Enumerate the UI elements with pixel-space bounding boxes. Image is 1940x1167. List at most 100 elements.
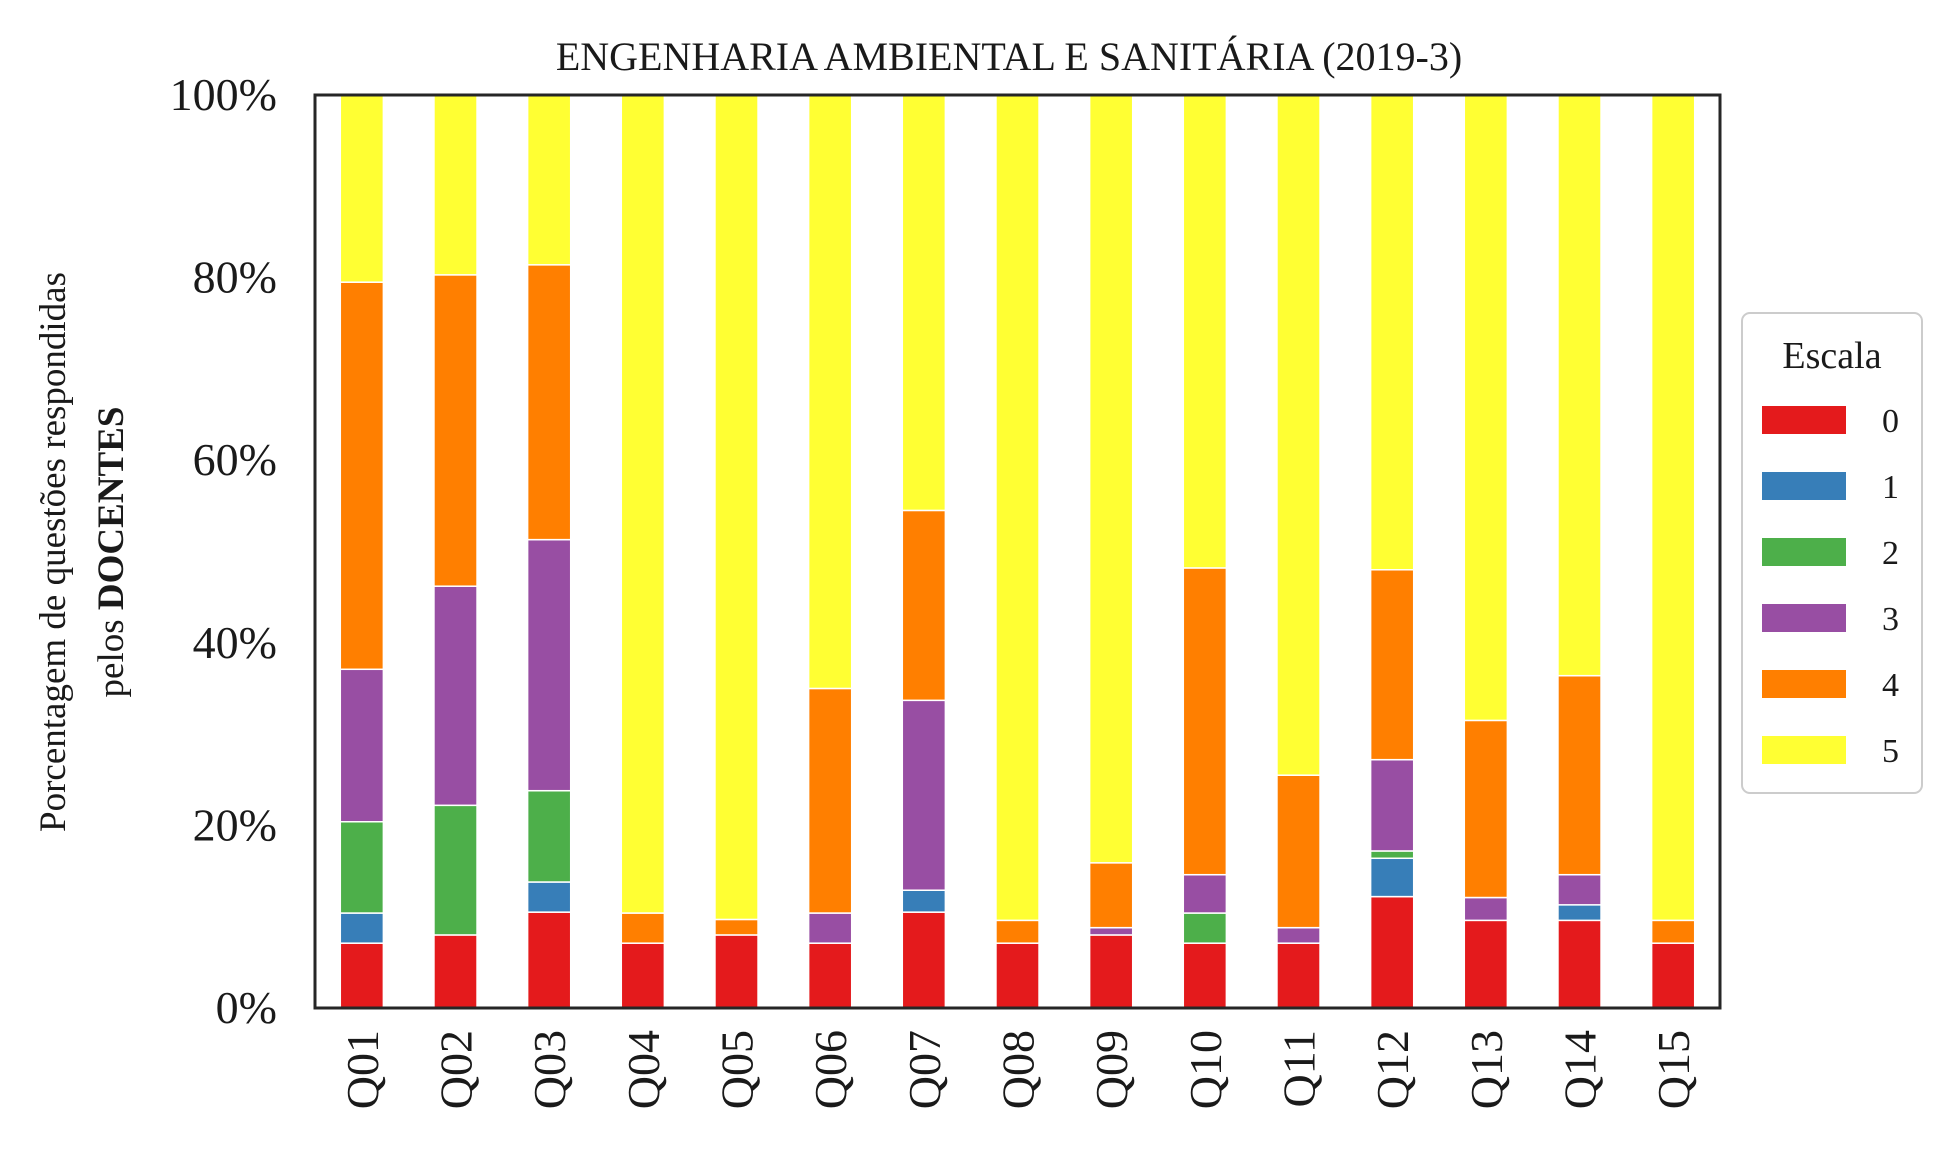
- bar-Q10-scale-2: [1182, 912, 1228, 944]
- y-axis-label-bold: DOCENTES: [91, 407, 132, 611]
- bar-Q07-scale-4: [901, 509, 947, 702]
- bar-Q10-scale-5: [1182, 94, 1228, 569]
- legend-swatch-0: [1762, 406, 1846, 434]
- y-axis-label-line1: Porcentagem de questões respondidas: [33, 272, 74, 832]
- legend-swatch-4: [1762, 670, 1846, 698]
- legend-label-2: 2: [1882, 535, 1899, 572]
- bar-Q13-scale-0: [1463, 919, 1509, 1009]
- y-axis-label-line2: pelos DOCENTES: [91, 407, 132, 698]
- bar-Q12-scale-4: [1369, 569, 1415, 761]
- y-tick-label: 40%: [193, 617, 277, 668]
- y-tick-label: 60%: [193, 434, 277, 485]
- plot-frame: [313, 93, 1722, 1010]
- bar-Q09-scale-3: [1088, 926, 1134, 936]
- bar-Q05-scale-5: [714, 94, 759, 921]
- x-tick-label: Q12: [1367, 1030, 1418, 1109]
- bar-Q10-scale-3: [1182, 873, 1228, 914]
- bar-Q06-scale-5: [807, 94, 853, 690]
- bar-Q12-scale-2: [1369, 850, 1415, 860]
- y-tick-label: 100%: [170, 69, 277, 120]
- bar-Q13-scale-3: [1463, 896, 1509, 922]
- bar-Q06-scale-3: [807, 912, 853, 944]
- bar-Q04-scale-5: [620, 94, 666, 914]
- bar-Q11-scale-4: [1276, 774, 1321, 929]
- x-tick-label: Q05: [712, 1030, 763, 1109]
- legend-swatch-3: [1762, 604, 1846, 632]
- legend-label-5: 5: [1882, 733, 1899, 770]
- x-tick-label: Q07: [899, 1030, 950, 1109]
- x-tick-label: Q15: [1648, 1030, 1699, 1109]
- legend: Escala 0 1 2 3 4 5: [1741, 312, 1923, 794]
- x-tick-label: Q10: [1180, 1030, 1231, 1109]
- legend-swatch-1: [1762, 472, 1846, 500]
- bar-Q07-scale-0: [901, 911, 947, 1009]
- bar-Q09-scale-5: [1088, 94, 1134, 864]
- bar-Q03-scale-3: [526, 538, 572, 792]
- bar-Q12-scale-1: [1369, 857, 1415, 898]
- y-tick-label: 0%: [216, 982, 277, 1033]
- bar-Q14-scale-5: [1557, 94, 1602, 677]
- x-tick-label: Q02: [431, 1030, 482, 1109]
- x-tick-label: Q14: [1555, 1030, 1606, 1109]
- x-tick-label: Q08: [993, 1030, 1044, 1109]
- bar-Q01-scale-4: [339, 281, 385, 671]
- legend-label-1: 1: [1882, 469, 1899, 506]
- bar-Q07-scale-3: [901, 699, 947, 891]
- bar-Q02-scale-4: [433, 274, 478, 587]
- y-tick-label: 20%: [193, 799, 277, 850]
- bar-Q11-scale-0: [1276, 942, 1321, 1009]
- legend-items: 0 1 2 3 4 5: [1762, 403, 1899, 770]
- bar-Q08-scale-4: [995, 919, 1040, 944]
- y-tick-label: 80%: [193, 252, 277, 303]
- bar-Q02-scale-0: [433, 934, 478, 1009]
- bar-Q03-scale-1: [526, 881, 572, 913]
- bar-Q01-scale-5: [339, 94, 385, 283]
- bar-Q03-scale-2: [526, 789, 572, 883]
- legend-label-4: 4: [1882, 667, 1899, 704]
- x-tick-label: Q13: [1461, 1030, 1512, 1109]
- bar-Q09-scale-4: [1088, 862, 1134, 929]
- y-ticks-group: 0% 20% 40% 60% 80% 100%: [170, 69, 277, 1033]
- bar-Q09-scale-0: [1088, 934, 1134, 1009]
- bar-Q03-scale-5: [526, 94, 572, 266]
- x-tick-label: Q04: [618, 1030, 669, 1109]
- bar-Q03-scale-4: [526, 264, 572, 541]
- x-tick-label: Q09: [1086, 1030, 1137, 1109]
- bars-group: [339, 94, 1696, 1009]
- bar-Q05-scale-4: [714, 918, 759, 936]
- y-axis-label-prefix: pelos: [91, 610, 132, 697]
- chart-title: ENGENHARIA AMBIENTAL E SANITÁRIA (2019-3…: [556, 34, 1462, 79]
- bar-Q01-scale-0: [339, 942, 385, 1009]
- bar-Q13-scale-5: [1463, 94, 1509, 722]
- bar-Q04-scale-4: [620, 912, 666, 944]
- bar-Q15-scale-5: [1650, 94, 1696, 922]
- legend-label-3: 3: [1882, 601, 1899, 638]
- bar-Q03-scale-0: [526, 911, 572, 1009]
- x-tick-label: Q03: [524, 1030, 575, 1109]
- bar-Q07-scale-5: [901, 94, 947, 512]
- bar-Q15-scale-0: [1650, 942, 1696, 1009]
- bar-Q07-scale-1: [901, 889, 947, 913]
- bar-Q15-scale-4: [1650, 919, 1696, 944]
- x-tick-label: Q06: [805, 1030, 856, 1109]
- legend-swatch-5: [1762, 736, 1846, 764]
- bar-Q06-scale-0: [807, 942, 853, 1009]
- bar-Q02-scale-5: [433, 94, 478, 276]
- bar-Q14-scale-1: [1557, 904, 1602, 922]
- bar-Q11-scale-5: [1276, 94, 1321, 776]
- bar-Q13-scale-4: [1463, 719, 1509, 899]
- bar-Q04-scale-0: [620, 942, 666, 1009]
- x-tick-label: Q11: [1274, 1030, 1325, 1108]
- bar-Q14-scale-0: [1557, 919, 1602, 1009]
- bar-Q10-scale-4: [1182, 567, 1228, 876]
- bar-Q01-scale-2: [339, 820, 385, 914]
- bar-Q11-scale-3: [1276, 926, 1321, 944]
- bar-Q05-scale-0: [714, 934, 759, 1009]
- legend-swatch-2: [1762, 538, 1846, 566]
- bar-Q08-scale-5: [995, 94, 1040, 922]
- bar-Q02-scale-3: [433, 585, 478, 807]
- bar-Q14-scale-3: [1557, 873, 1602, 906]
- bar-Q06-scale-4: [807, 687, 853, 914]
- y-axis-label: Porcentagem de questões respondidas pelo…: [33, 272, 132, 832]
